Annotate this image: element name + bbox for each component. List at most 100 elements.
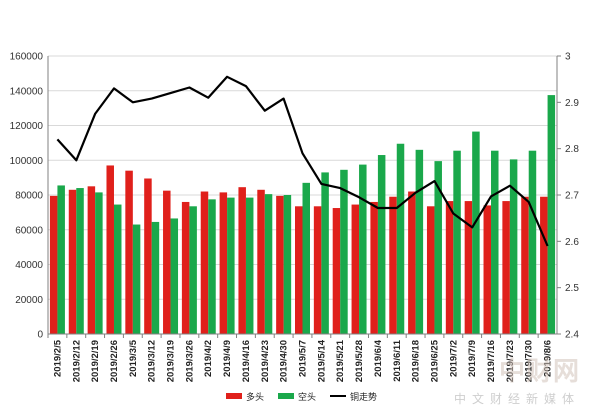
watermark: 中财网 中文财经新媒体 (454, 351, 580, 407)
legend-label: 铜走势 (350, 391, 377, 402)
bar-long (276, 195, 284, 334)
bar-long (502, 201, 510, 334)
bar-short (509, 159, 518, 334)
bar-short (189, 206, 197, 334)
bar-short (76, 188, 84, 334)
x-tick-label: 2019/5/7 (298, 340, 309, 377)
bar-long (351, 204, 360, 334)
y-right-tick-label: 2.6 (565, 237, 579, 248)
bar-long (370, 201, 378, 334)
x-tick-label: 2019/7/30 (524, 340, 535, 382)
x-tick-label: 2019/2/5 (52, 339, 63, 377)
y-right-tick-label: 2.9 (565, 98, 579, 109)
bar-long (521, 196, 529, 334)
x-tick-label: 2019/4/2 (203, 340, 214, 377)
bar-short (245, 197, 254, 334)
bar-short (227, 197, 235, 334)
bar-long (426, 206, 435, 334)
bar-long (238, 187, 246, 334)
x-tick-label: 2019/6/11 (392, 339, 403, 381)
x-tick-label: 2019/5/21 (335, 339, 346, 382)
bar-short (453, 150, 461, 334)
bar-long (295, 206, 303, 334)
x-tick-label: 2019/2/12 (71, 340, 82, 382)
bar-short (491, 150, 499, 334)
x-tick-label: 2019/6/25 (429, 339, 440, 382)
bar-long (181, 201, 190, 334)
x-tick-label: 2019/6/4 (373, 339, 384, 377)
y-right-tick-label: 2.8 (565, 144, 579, 155)
bar-long (257, 189, 265, 334)
x-tick-label: 2019/6/18 (411, 340, 422, 382)
x-tick-label: 2019/7/2 (448, 340, 459, 377)
bar-short (547, 95, 556, 334)
bar-long (219, 192, 228, 334)
bar-short (434, 161, 442, 334)
x-tick-label: 2019/3/12 (147, 340, 158, 382)
line-series-copy (56, 75, 549, 247)
bar-short (377, 155, 386, 334)
x-tick-label: 2019/3/5 (128, 339, 139, 377)
bar-long (445, 201, 454, 334)
x-tick-label: 2019/4/30 (279, 340, 290, 382)
bar-long (163, 190, 171, 334)
y-left-tick-label: 40000 (15, 260, 43, 271)
x-tick-label: 2019/7/9 (467, 340, 478, 377)
x-tick-label: 2019/7/23 (505, 340, 516, 382)
bar-long (540, 196, 548, 334)
y-right-tick-label: 2.5 (565, 283, 579, 294)
x-tick-label: 2019/4/9 (222, 340, 233, 377)
bar-short (151, 221, 160, 334)
bar-short (359, 164, 367, 334)
y-left-tick-label: 140000 (10, 86, 44, 97)
bar-long (332, 208, 341, 334)
bar-long (144, 178, 152, 334)
bar-short (396, 143, 405, 334)
bar-long (389, 196, 397, 334)
x-tick-label: 2019/3/19 (166, 340, 177, 382)
watermark-subtitle: 中文财经新媒体 (453, 392, 580, 406)
legend-label: 空头 (298, 391, 316, 402)
bar-long (106, 165, 114, 334)
watermark-logo: 中财网 (498, 357, 580, 387)
y-right-tick-label: 2.4 (565, 330, 579, 341)
legend-label: 多头 (246, 391, 264, 402)
bar-short (170, 218, 179, 334)
x-tick-label: 2019/8/6 (543, 340, 554, 377)
bar-short (132, 224, 141, 334)
y-right-tick-label: 2.7 (565, 191, 579, 202)
bar-short (57, 185, 65, 334)
y-left-tick-label: 120000 (10, 121, 44, 132)
y-left-tick-label: 100000 (10, 156, 44, 167)
bar-long (464, 201, 473, 334)
x-tick-label: 2019/2/19 (90, 340, 101, 382)
x-tick-label: 2019/4/23 (260, 340, 271, 382)
bar-short (302, 182, 310, 334)
bar-short (472, 131, 480, 334)
bar-long (200, 191, 209, 334)
y-left-tick-label: 60000 (15, 225, 43, 236)
x-tick-label: 2019/7/16 (486, 340, 497, 382)
x-tick-label: 2019/4/16 (241, 340, 252, 382)
bar-short (283, 195, 292, 334)
bar-long (313, 206, 322, 334)
y-right-tick-label: 3 (565, 52, 571, 63)
bar-long (49, 195, 58, 334)
bar-short (528, 150, 537, 334)
bar-short (95, 192, 103, 334)
legend-swatch (278, 393, 294, 399)
x-tick-label: 2019/5/28 (354, 340, 365, 382)
y-left-tick-label: 160000 (10, 52, 44, 63)
x-tick-label: 2019/3/26 (184, 340, 195, 382)
y-left-tick-label: 0 (37, 330, 43, 341)
bar-long (483, 205, 492, 334)
x-tick-label: 2019/2/26 (109, 340, 120, 382)
x-tick-label: 2019/5/14 (316, 339, 327, 382)
bar-short (208, 199, 216, 334)
y-left-tick-label: 20000 (15, 295, 43, 306)
bar-short (264, 194, 273, 334)
bar-short (340, 169, 348, 334)
bar-short (113, 204, 122, 334)
